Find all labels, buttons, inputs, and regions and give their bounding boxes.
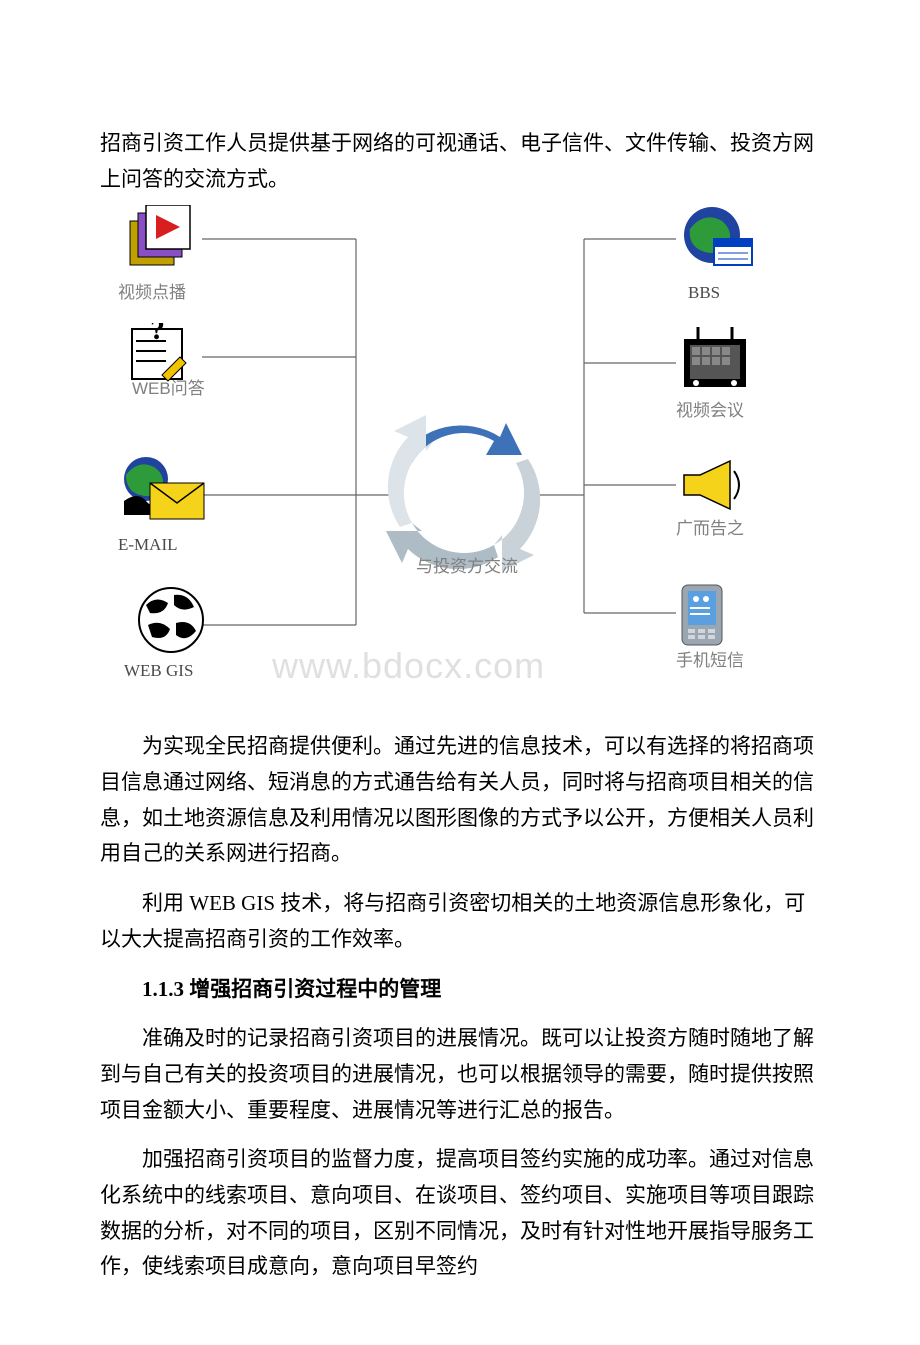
- intro-paragraph: 招商引资工作人员提供基于网络的可视通话、电子信件、文件传输、投资方网上问答的交流…: [100, 126, 820, 197]
- webqa-label: WEB问答: [132, 375, 205, 404]
- announce-label: 广而告之: [676, 515, 744, 544]
- bbs-icon: [678, 205, 756, 287]
- sms-label: 手机短信: [676, 647, 744, 676]
- para3-pre: 利用: [142, 891, 189, 915]
- webgis-label: WEB GIS: [124, 657, 193, 686]
- para-supervise: 加强招商引资项目的监督力度，提高项目签约实施的成功率。通过对信息化系统中的线索项…: [100, 1142, 820, 1285]
- section-heading-113: 1.1.3 增强招商引资过程中的管理: [100, 972, 820, 1008]
- hub-label: 与投资方交流: [416, 553, 518, 582]
- bbs-label: BBS: [688, 279, 720, 308]
- para-record: 准确及时的记录招商引资项目的进展情况。既可以让投资方随时随地了解到与自己有关的投…: [100, 1021, 820, 1128]
- video-label: 视频点播: [118, 279, 186, 308]
- web-gis-icon: [136, 585, 206, 667]
- watermark-text: www.bdocx.com: [272, 635, 545, 696]
- video-on-demand-icon: [126, 205, 196, 283]
- para-webgis: 利用 WEB GIS 技术，将与招商引资密切相关的土地资源信息形象化，可以大大提…: [100, 886, 820, 957]
- communication-diagram: 与投资方交流 ? 视频点播 WEB问答 E-MAIL WEB GIS BBS 视…: [100, 205, 820, 715]
- email-label: E-MAIL: [118, 531, 177, 560]
- conf-label: 视频会议: [676, 397, 744, 426]
- svg-text:?: ?: [150, 323, 165, 346]
- email-icon: [116, 455, 212, 543]
- video-conference-icon: [678, 323, 752, 409]
- para-convenience: 为实现全民招商提供便利。通过先进的信息技术，可以有选择的将招商项目信息通过网络、…: [100, 729, 820, 872]
- para3-tech: WEB GIS: [189, 891, 275, 915]
